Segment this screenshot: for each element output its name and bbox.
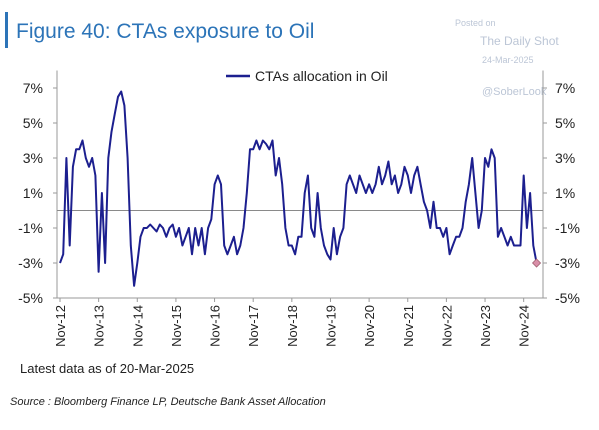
y-tick-label: -3%: [18, 255, 43, 271]
watermark: 24-Mar-2025: [482, 55, 534, 65]
x-tick-label: Nov-13: [92, 305, 107, 347]
x-tick-label: Nov-19: [323, 305, 338, 347]
last-point: [531, 258, 542, 268]
legend-label: CTAs allocation in Oil: [255, 68, 388, 84]
x-tick-label: Nov-20: [362, 305, 377, 347]
y-tick-label: -3%: [555, 255, 580, 271]
y-tick-label: 7%: [23, 80, 43, 96]
x-tick-label: Nov-23: [478, 305, 493, 347]
y-tick-label: -1%: [18, 220, 43, 236]
data-line: [59, 90, 538, 287]
y-tick-label: 5%: [23, 115, 43, 131]
watermark: Posted on: [455, 18, 496, 28]
x-tick-label: Nov-15: [169, 305, 184, 347]
x-tick-label: Nov-24: [517, 305, 532, 347]
y-tick-label: -1%: [555, 220, 580, 236]
y-tick-label: 3%: [23, 150, 43, 166]
x-tick-label: Nov-12: [53, 305, 68, 347]
y-tick-label: 5%: [555, 115, 575, 131]
y-tick-label: -5%: [555, 290, 580, 306]
watermark: The Daily Shot: [480, 34, 559, 48]
chart-title: Figure 40: CTAs exposure to Oil: [16, 20, 314, 43]
y-tick-label: 1%: [23, 185, 43, 201]
x-tick-label: Nov-21: [401, 305, 416, 347]
x-tick-label: Nov-22: [439, 305, 454, 347]
x-tick-label: Nov-18: [285, 305, 300, 347]
note: Latest data as of 20-Mar-2025: [20, 361, 194, 376]
x-tick-label: Nov-17: [246, 305, 261, 347]
y-tick-label: 3%: [555, 150, 575, 166]
source: Source : Bloomberg Finance LP, Deutsche …: [10, 396, 326, 408]
y-tick-label: 7%: [555, 80, 575, 96]
y-tick-label: -5%: [18, 290, 43, 306]
y-tick-label: 1%: [555, 185, 575, 201]
title-bar: [5, 12, 8, 48]
watermark: @SoberLook: [482, 86, 547, 98]
x-tick-label: Nov-14: [130, 305, 145, 347]
x-tick-label: Nov-16: [208, 305, 223, 347]
